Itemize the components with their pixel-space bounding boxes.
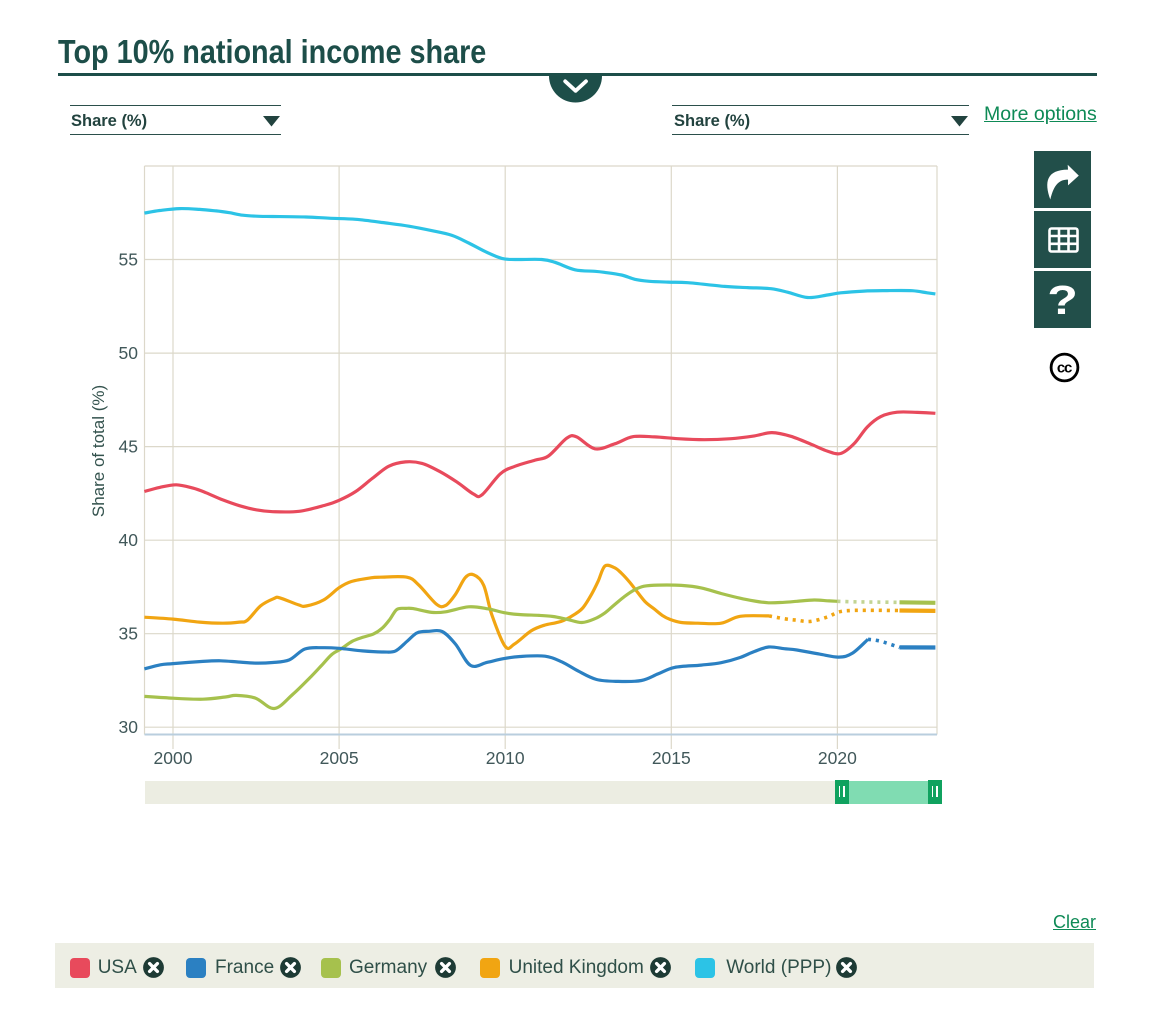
svg-text:2010: 2010 (486, 748, 525, 768)
svg-text:40: 40 (119, 530, 139, 550)
svg-text:55: 55 (119, 250, 138, 270)
svg-text:2005: 2005 (320, 748, 359, 768)
svg-text:45: 45 (119, 437, 138, 457)
svg-text:2015: 2015 (652, 748, 691, 768)
svg-text:2000: 2000 (154, 748, 193, 768)
svg-text:35: 35 (119, 624, 138, 644)
svg-text:Share of total (%): Share of total (%) (89, 385, 108, 517)
svg-text:30: 30 (119, 717, 139, 737)
svg-text:cc: cc (1057, 360, 1072, 377)
svg-text:2020: 2020 (818, 748, 857, 768)
svg-text:50: 50 (119, 343, 139, 363)
